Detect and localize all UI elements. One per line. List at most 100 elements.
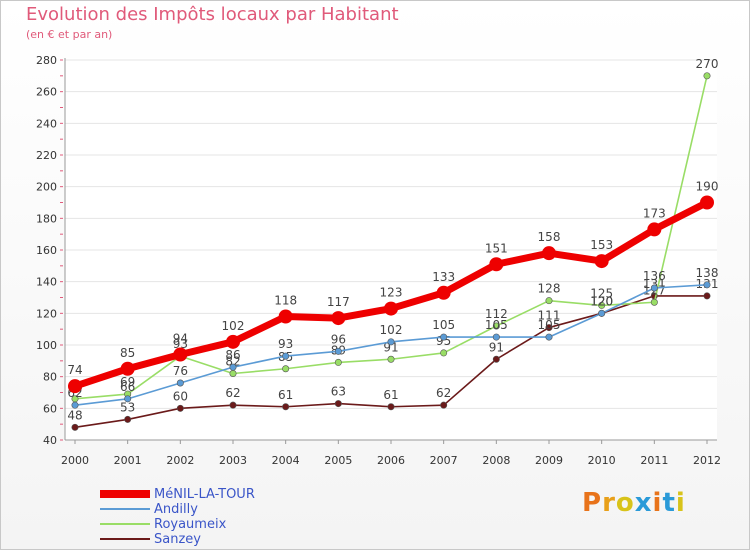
data-label: 48 xyxy=(67,408,82,422)
data-point xyxy=(334,358,342,366)
data-label: 61 xyxy=(278,388,293,402)
legend-swatch xyxy=(100,538,150,540)
data-label: 62 xyxy=(225,386,240,400)
data-label: 118 xyxy=(274,294,297,308)
data-point xyxy=(703,72,711,80)
data-point xyxy=(545,333,553,341)
data-label: 63 xyxy=(331,385,346,399)
x-tick-label: 2001 xyxy=(114,454,142,467)
data-point xyxy=(278,309,293,324)
data-point xyxy=(703,281,711,289)
data-point xyxy=(703,292,711,300)
data-label: 125 xyxy=(590,286,613,300)
y-tick-label: 100 xyxy=(36,339,57,352)
y-tick-label: 280 xyxy=(36,54,57,67)
legend-item: MéNIL-LA-TOUR xyxy=(100,486,255,502)
data-point xyxy=(598,301,606,309)
data-label: 76 xyxy=(173,364,188,378)
logo-letter: r xyxy=(602,488,616,518)
data-point xyxy=(436,285,451,300)
data-label: 136 xyxy=(643,269,666,283)
data-label: 53 xyxy=(120,400,135,414)
data-point xyxy=(68,379,82,394)
logo-letter: i xyxy=(652,488,663,518)
data-point xyxy=(226,334,240,349)
legend-item: Sanzey xyxy=(100,531,201,547)
data-point xyxy=(492,355,500,363)
y-tick-label: 180 xyxy=(36,212,57,225)
data-label: 112 xyxy=(485,307,508,321)
y-tick-label: 40 xyxy=(43,434,57,447)
data-point xyxy=(440,349,448,357)
data-label: 173 xyxy=(643,206,666,220)
data-label: 74 xyxy=(67,363,82,377)
data-point xyxy=(176,379,184,387)
x-tick-label: 2005 xyxy=(324,454,352,467)
data-label: 270 xyxy=(696,57,719,71)
x-tick-label: 2004 xyxy=(272,454,300,467)
legend-item: Royaumeix xyxy=(100,516,226,532)
y-tick-label: 120 xyxy=(36,307,57,320)
y-tick-label: 160 xyxy=(36,244,57,257)
chart-title: Evolution des Impôts locaux par Habitant xyxy=(26,4,399,25)
y-tick-label: 80 xyxy=(43,371,57,384)
data-label: 105 xyxy=(432,318,455,332)
legend-label: Sanzey xyxy=(154,531,201,547)
x-tick-label: 2008 xyxy=(482,454,510,467)
data-label: 128 xyxy=(538,282,561,296)
data-point xyxy=(384,301,398,316)
data-label: 94 xyxy=(173,332,188,346)
data-label: 61 xyxy=(383,388,398,402)
data-label: 123 xyxy=(380,286,403,300)
x-tick-label: 2000 xyxy=(61,454,89,467)
data-point xyxy=(124,415,132,423)
data-label: 102 xyxy=(222,319,245,333)
x-tick-label: 2002 xyxy=(166,454,194,467)
logo-letter: x xyxy=(634,488,653,518)
data-point xyxy=(440,333,448,341)
data-point xyxy=(334,347,342,355)
data-point xyxy=(594,254,609,269)
logo-letter: o xyxy=(615,488,635,518)
data-label: 93 xyxy=(278,337,293,351)
data-point xyxy=(492,322,500,330)
logo-letter: P xyxy=(582,488,603,518)
x-tick-label: 2007 xyxy=(430,454,458,467)
data-label: 117 xyxy=(327,295,350,309)
data-point xyxy=(387,355,395,363)
data-point xyxy=(331,311,346,326)
data-point xyxy=(387,338,395,346)
data-point xyxy=(229,363,237,371)
data-point xyxy=(700,195,714,210)
data-point xyxy=(492,333,500,341)
data-point xyxy=(542,246,556,261)
data-label: 93 xyxy=(173,337,188,351)
data-label: 105 xyxy=(485,318,508,332)
y-tick-label: 220 xyxy=(36,149,57,162)
logo-letter: i xyxy=(675,488,686,518)
data-point xyxy=(387,403,395,411)
y-tick-label: 60 xyxy=(43,402,57,415)
data-label: 133 xyxy=(432,270,455,284)
data-label: 120 xyxy=(590,294,613,308)
data-point xyxy=(440,401,448,409)
legend-label: Andilly xyxy=(154,501,198,517)
x-tick-label: 2012 xyxy=(693,454,721,467)
data-label: 60 xyxy=(173,389,188,403)
data-point xyxy=(124,395,132,403)
x-tick-label: 2003 xyxy=(219,454,247,467)
data-point xyxy=(650,284,658,292)
y-tick-label: 140 xyxy=(36,276,57,289)
x-tick-label: 2009 xyxy=(535,454,563,467)
data-label: 158 xyxy=(538,230,561,244)
chart-subtitle: (en € et par an) xyxy=(26,28,113,41)
data-label: 153 xyxy=(590,238,613,252)
data-point xyxy=(282,352,290,360)
data-label: 62 xyxy=(436,386,451,400)
data-point xyxy=(334,400,342,408)
data-point xyxy=(598,309,606,317)
data-label: 105 xyxy=(538,318,561,332)
data-label: 102 xyxy=(380,323,403,337)
x-tick-label: 2010 xyxy=(588,454,616,467)
